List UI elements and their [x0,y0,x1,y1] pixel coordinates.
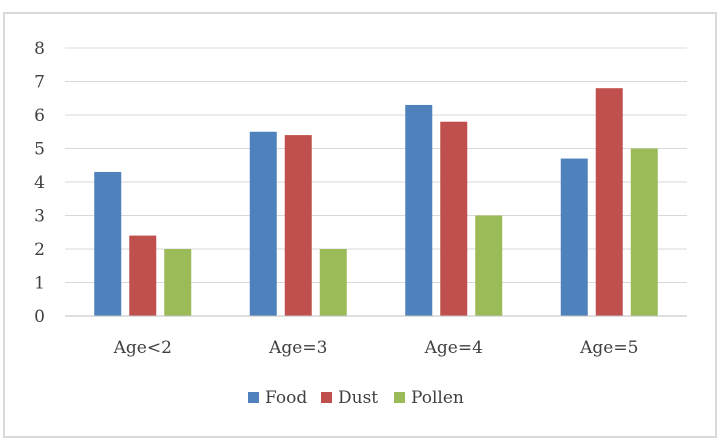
y-tick-label: 6 [34,106,45,126]
legend-swatch-pollen [394,392,405,403]
bar-food-2 [405,104,433,316]
bar-dust-3 [595,88,623,316]
x-category-label: Age=5 [579,338,638,358]
x-category-label: Age=4 [424,338,483,358]
bar-food-3 [560,158,588,316]
bar-dust-0 [129,235,157,316]
legend: Food Dust Pollen [248,388,464,408]
gridlines [65,47,687,283]
y-tick-label: 8 [34,39,45,59]
legend-label-pollen: Pollen [411,388,464,408]
y-tick-label: 5 [34,140,45,160]
bar-pollen-2 [475,215,503,316]
x-axis-category-labels: Age<2 Age=3 Age=4 Age=5 [113,338,639,358]
bar-dust-1 [284,135,312,316]
bar-food-1 [249,131,277,316]
y-tick-label: 2 [34,240,45,260]
x-category-label: Age=3 [268,338,327,358]
bars [94,88,658,316]
y-axis-tick-labels: 0 1 2 3 4 5 6 7 8 [34,39,45,327]
bar-dust-2 [440,121,468,316]
bar-food-0 [94,171,122,316]
legend-label-food: Food [265,388,307,408]
legend-swatch-dust [321,392,332,403]
bar-pollen-3 [630,148,658,316]
y-tick-label: 7 [34,73,45,93]
bar-pollen-0 [164,249,192,316]
legend-swatch-food [248,392,259,403]
y-tick-label: 4 [34,173,45,193]
legend-label-dust: Dust [338,388,378,408]
y-tick-label: 0 [34,307,45,327]
bar-pollen-1 [319,249,347,316]
y-tick-label: 3 [34,207,45,227]
x-category-label: Age<2 [113,338,172,358]
y-tick-label: 1 [34,274,45,294]
